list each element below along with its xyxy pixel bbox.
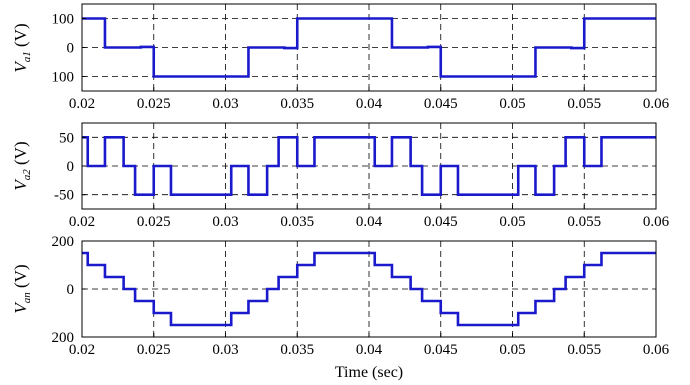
y-axis-label: Van (V)	[11, 264, 33, 313]
x-tick-label: 0.03	[212, 342, 238, 358]
x-tick-label: 0.025	[137, 214, 171, 230]
x-tick-label: 0.05	[499, 342, 525, 358]
x-tick-label: 0.06	[643, 342, 670, 358]
voltage-trace	[82, 136, 656, 196]
y-tick-label: 50	[59, 130, 74, 146]
x-tick-label: 0.05	[499, 96, 525, 112]
y-tick-label: 0	[67, 282, 75, 298]
x-tick-label: 0.04	[356, 342, 383, 358]
x-tick-label: 0.025	[137, 96, 171, 112]
x-tick-label: 0.035	[280, 342, 314, 358]
x-tick-label: 0.02	[69, 342, 95, 358]
x-tick-label: 0.035	[280, 96, 314, 112]
panel-va2: 0.02 0.025 0.03 0.035 0.04 0.045 0.05 0.055 0.06…	[11, 122, 670, 230]
y-tick-label: 100	[52, 12, 75, 28]
voltage-trace	[82, 17, 656, 78]
voltage-trace	[82, 251, 656, 327]
y-axis-label: Va2 (V)	[11, 141, 33, 190]
x-axis-label: Time (sec)	[335, 364, 403, 381]
panel-van: 0.02 0.025 0.03 0.035 0.04 0.045 0.05 0.055 0.06…	[11, 234, 670, 381]
x-tick-label: 0.055	[567, 214, 601, 230]
x-tick-label: 0.06	[643, 214, 670, 230]
x-tick-label: 0.025	[137, 342, 171, 358]
x-tick-label: 0.045	[424, 96, 458, 112]
x-tick-label: 0.04	[356, 96, 383, 112]
panel-va1: 0.02 0.025 0.03 0.035 0.04 0.045 0.05 0.055 0.06…	[11, 3, 670, 112]
y-tick-label: -50	[54, 188, 74, 204]
y-tick-label: 0	[67, 159, 75, 175]
y-axis-label: Va1 (V)	[11, 23, 33, 72]
y-tick-label: 200	[52, 234, 75, 250]
x-tick-label: 0.06	[643, 96, 670, 112]
x-tick-label: 0.03	[212, 214, 238, 230]
x-tick-label: 0.035	[280, 214, 314, 230]
x-tick-label: 0.045	[424, 342, 458, 358]
y-tick-label: 200	[52, 330, 75, 346]
x-tick-label: 0.02	[69, 214, 95, 230]
x-tick-label: 0.055	[567, 342, 601, 358]
y-tick-label: 0	[67, 41, 75, 57]
x-tick-label: 0.05	[499, 214, 525, 230]
x-tick-label: 0.045	[424, 214, 458, 230]
x-tick-label: 0.055	[567, 96, 601, 112]
x-tick-label: 0.02	[69, 96, 95, 112]
x-tick-label: 0.04	[356, 214, 383, 230]
x-tick-label: 0.03	[212, 96, 238, 112]
y-tick-label: 100	[52, 70, 75, 86]
